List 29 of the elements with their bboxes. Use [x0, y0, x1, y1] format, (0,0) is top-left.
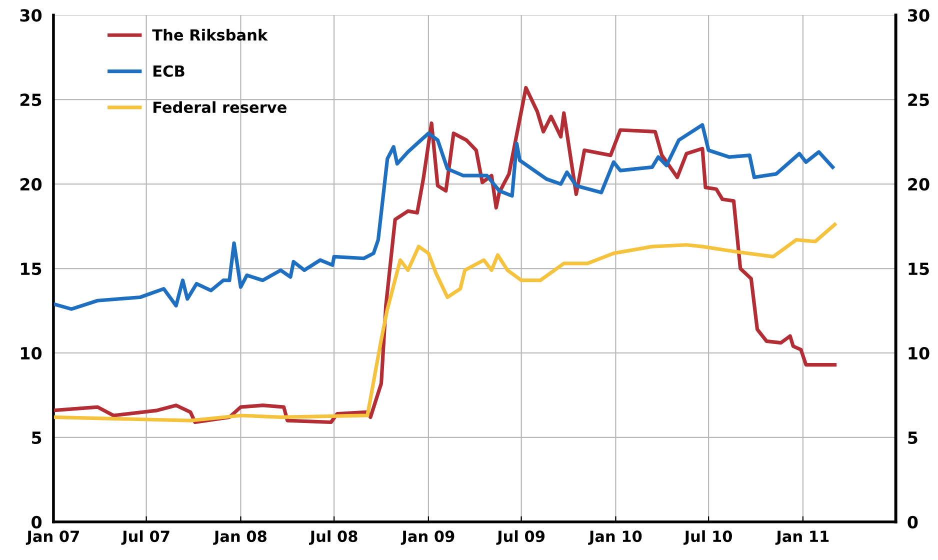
x-tick-label: Jan 11: [775, 530, 829, 545]
y-tick-label: 0: [32, 516, 42, 528]
x-tick-label: Jan 08: [213, 530, 266, 545]
x-tick-label: Jan 07: [26, 530, 79, 545]
line-series: [53, 123, 834, 311]
y2-tick-label: 10: [908, 346, 930, 360]
y-tick-label: 5: [32, 432, 42, 444]
legend-label: The Riksbank: [152, 28, 268, 41]
y-tick-label: 20: [20, 178, 42, 191]
line-series: [53, 86, 837, 424]
y2-tick-label: 25: [908, 94, 929, 106]
x-tick-label: Jul 09: [496, 530, 545, 545]
y2-tick-label: 5: [908, 432, 918, 444]
y-tick-label: 10: [21, 346, 42, 360]
y2-tick-label: 0: [908, 516, 918, 528]
legend-label: Federal reserve: [154, 101, 286, 114]
line-series: [53, 222, 837, 422]
legend-label: ECB: [154, 65, 184, 77]
y2-tick-label: 20: [908, 178, 930, 191]
y2-tick-label: 15: [908, 262, 929, 276]
x-tick-label: Jan 10: [588, 530, 642, 545]
y-tick-label: 25: [20, 94, 42, 106]
x-tick-label: Jul 10: [684, 530, 732, 545]
x-tick-label: Jan 09: [400, 530, 454, 545]
y-tick-label: 15: [21, 262, 42, 276]
y-tick-label: 30: [20, 9, 42, 22]
y2-tick-label: 30: [908, 9, 930, 22]
x-tick-label: Jul 08: [309, 530, 358, 545]
x-tick-label: Jul 07: [121, 530, 170, 545]
